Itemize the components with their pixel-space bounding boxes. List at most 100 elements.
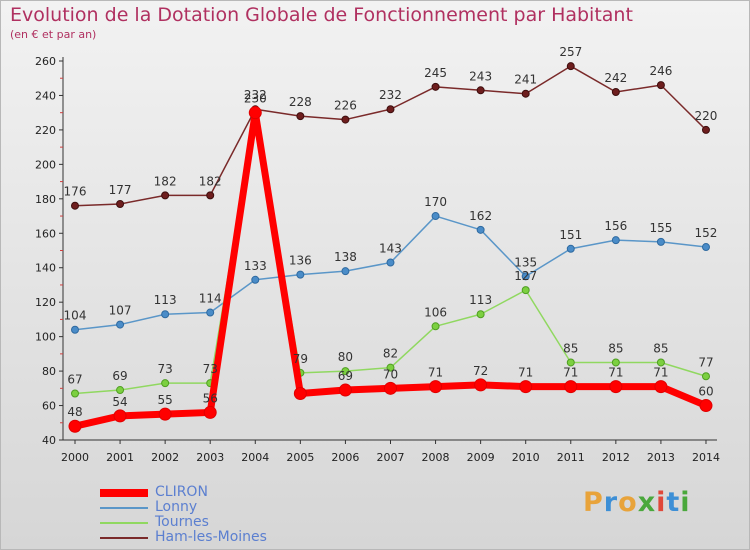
legend-label: Tournes — [155, 514, 209, 530]
data-point — [656, 358, 665, 367]
legend-swatch — [100, 522, 148, 524]
data-point — [341, 115, 350, 124]
logo-letter: o — [618, 487, 638, 518]
x-tick-label: 2004 — [241, 451, 269, 464]
data-point — [699, 399, 713, 413]
y-tick-label: 220 — [35, 124, 56, 137]
logo-letter: P — [583, 487, 604, 518]
data-point — [701, 125, 710, 134]
data-point — [656, 81, 665, 90]
data-point — [71, 389, 79, 398]
series-layer — [68, 62, 713, 433]
data-label: 182 — [154, 174, 177, 188]
data-label: 246 — [649, 64, 672, 78]
data-label: 67 — [67, 372, 82, 386]
logo-letter: i — [680, 487, 691, 518]
data-label: 156 — [604, 219, 627, 233]
data-point — [474, 378, 488, 392]
data-point — [338, 383, 352, 397]
data-label: 113 — [154, 293, 177, 307]
data-label: 230 — [244, 92, 267, 106]
data-label: 79 — [293, 352, 308, 366]
data-point — [296, 112, 305, 121]
data-point — [386, 363, 395, 372]
y-tick-label: 260 — [35, 55, 56, 68]
y-tick-label: 60 — [42, 400, 56, 413]
data-point — [161, 191, 170, 200]
data-label: 85 — [653, 341, 668, 355]
data-label: 60 — [698, 385, 713, 399]
y-tick-label: 180 — [35, 193, 56, 206]
data-label: 70 — [383, 367, 398, 381]
data-label: 69 — [112, 369, 127, 383]
legend-swatch — [100, 489, 148, 497]
data-point — [206, 308, 215, 317]
data-label: 106 — [424, 305, 447, 319]
data-label: 71 — [608, 366, 623, 380]
logo-letter: t — [666, 487, 681, 518]
data-point — [611, 88, 620, 97]
data-label: 77 — [698, 355, 713, 369]
x-tick-label: 2001 — [106, 451, 134, 464]
data-point — [476, 225, 485, 234]
data-point — [251, 275, 260, 284]
data-point — [386, 258, 395, 267]
data-label: 54 — [112, 395, 127, 409]
data-point — [71, 201, 79, 210]
data-point — [341, 267, 350, 276]
data-point — [161, 379, 170, 388]
x-tick-label: 2014 — [692, 451, 720, 464]
data-label: 73 — [203, 362, 218, 376]
y-tick-label: 120 — [35, 296, 56, 309]
y-tick-label: 160 — [35, 227, 56, 240]
data-label: 127 — [514, 269, 537, 283]
data-point — [656, 237, 665, 246]
data-point — [158, 407, 172, 421]
data-label: 85 — [608, 341, 623, 355]
data-label: 243 — [469, 69, 492, 83]
data-point — [293, 386, 307, 400]
x-tick-label: 2012 — [602, 451, 630, 464]
data-label: 245 — [424, 66, 447, 80]
data-label: 182 — [199, 174, 222, 188]
data-label: 220 — [695, 109, 718, 123]
data-point — [116, 386, 125, 395]
data-point — [341, 367, 350, 376]
data-label: 56 — [203, 391, 218, 405]
data-point — [113, 409, 127, 423]
data-point — [521, 272, 530, 281]
data-label: 113 — [469, 293, 492, 307]
data-point — [383, 381, 397, 395]
data-label: 143 — [379, 242, 402, 256]
data-label: 242 — [604, 71, 627, 85]
logo-letter: r — [603, 487, 619, 518]
data-point — [566, 358, 575, 367]
x-tick-label: 2011 — [557, 451, 585, 464]
data-label: 162 — [469, 209, 492, 223]
data-label: 71 — [428, 366, 443, 380]
data-point — [296, 270, 305, 279]
data-point — [476, 310, 485, 319]
data-point — [566, 244, 575, 253]
legend-swatch — [100, 507, 148, 509]
data-point — [476, 86, 485, 95]
data-point — [429, 380, 443, 394]
data-label: 114 — [199, 292, 222, 306]
data-point — [701, 372, 710, 381]
y-tick-label: 100 — [35, 331, 56, 344]
data-point — [431, 212, 440, 221]
data-label: 80 — [338, 350, 353, 364]
data-label: 152 — [695, 226, 718, 240]
data-label: 48 — [67, 405, 82, 419]
data-point — [611, 358, 620, 367]
data-point — [161, 310, 170, 319]
data-point — [431, 82, 440, 91]
y-tick-label: 40 — [42, 434, 56, 447]
data-label: 72 — [473, 364, 488, 378]
legend-label: Lonny — [155, 499, 198, 515]
x-tick-label: 2003 — [196, 451, 224, 464]
x-tick-label: 2005 — [286, 451, 314, 464]
legend-label: CLIRON — [155, 484, 208, 500]
